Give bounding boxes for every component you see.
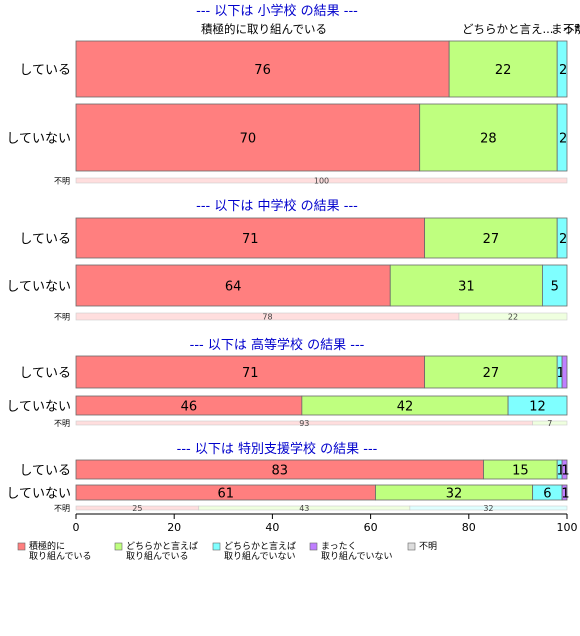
legend-swatch xyxy=(212,542,221,551)
x-tick-label: 60 xyxy=(364,521,378,534)
legend-label: 積極的に取り組んでいる xyxy=(29,540,92,562)
bar-segment xyxy=(419,103,558,172)
data-label: 83 xyxy=(271,464,288,479)
bar-segment xyxy=(556,103,568,172)
data-label: 2 xyxy=(559,132,567,147)
data-label: 71 xyxy=(242,366,259,381)
bar-segment xyxy=(556,40,568,98)
section-title: --- 以下は 高等学校 の結果 --- xyxy=(190,337,365,353)
legend-swatch xyxy=(407,542,416,551)
data-label: 2 xyxy=(559,232,567,247)
data-label: 70 xyxy=(240,132,257,147)
category-label: まった... xyxy=(551,22,580,36)
bar-segment xyxy=(542,264,568,307)
bar-segment xyxy=(389,264,543,307)
legend-label: まったく取り組んでいない xyxy=(321,541,393,562)
data-label: 7 xyxy=(547,419,552,428)
data-label: 31 xyxy=(458,280,475,295)
data-label: 22 xyxy=(508,313,518,322)
row-label: している xyxy=(19,232,71,247)
legend-swatch xyxy=(17,542,26,551)
x-tick-label: 80 xyxy=(462,521,476,534)
data-label: 2 xyxy=(559,63,567,78)
data-label: 64 xyxy=(225,280,242,295)
bar-segment xyxy=(75,217,426,259)
x-tick-label: 40 xyxy=(265,521,279,534)
data-label: 27 xyxy=(483,366,500,381)
data-label: 5 xyxy=(551,280,559,295)
data-label: 22 xyxy=(495,63,512,78)
legend-swatch xyxy=(309,542,318,551)
data-label: 78 xyxy=(262,313,272,322)
legend-label: どちらかと言えば取り組んでいる xyxy=(126,540,198,562)
x-tick-label: 20 xyxy=(167,521,181,534)
bar-segment xyxy=(75,355,426,389)
data-label: 32 xyxy=(446,487,463,502)
row-label: 不明 xyxy=(54,419,70,428)
data-label: 100 xyxy=(314,177,329,186)
data-label: 61 xyxy=(217,487,234,502)
row-label: 不明 xyxy=(54,313,70,322)
section-title: --- 以下は 小学校 の結果 --- xyxy=(196,3,358,19)
bar-segment xyxy=(424,355,558,389)
row-label: していない xyxy=(6,487,71,502)
bar-segment xyxy=(561,355,568,389)
data-label: 46 xyxy=(181,400,198,415)
bar-segment xyxy=(561,484,568,501)
section-title: --- 以下は 特別支援学校 の結果 --- xyxy=(177,441,378,457)
x-tick-label: 100 xyxy=(557,521,578,534)
row-label: 不明 xyxy=(54,177,70,186)
data-label: 1 xyxy=(561,464,569,479)
data-label: 27 xyxy=(483,232,500,247)
row-label: していない xyxy=(6,132,71,147)
data-label: 1 xyxy=(556,366,564,381)
bar-segment xyxy=(448,40,558,98)
data-label: 6 xyxy=(543,487,551,502)
row-label: していない xyxy=(6,280,71,295)
row-label: していない xyxy=(6,400,71,415)
legend-label: どちらかと言えば取り組んでいない xyxy=(224,540,296,562)
bar-segment xyxy=(556,217,568,259)
section-title: --- 以下は 中学校 の結果 --- xyxy=(196,198,358,214)
data-label: 76 xyxy=(254,63,271,78)
bar-segment xyxy=(409,505,568,511)
data-label: 71 xyxy=(242,232,259,247)
bar-segment xyxy=(75,264,391,307)
bar-segment xyxy=(561,459,568,480)
data-label: 15 xyxy=(512,464,529,479)
bar-segment xyxy=(75,40,450,98)
bar-segment xyxy=(75,177,568,184)
data-label: 1 xyxy=(556,464,564,479)
data-label: 43 xyxy=(299,504,309,513)
data-label: 25 xyxy=(132,504,142,513)
category-label: どちらかと言え... xyxy=(462,22,553,36)
legend-swatch xyxy=(114,542,123,551)
row-label: している xyxy=(19,63,71,78)
bar-segment xyxy=(424,217,558,259)
row-label: 不明 xyxy=(54,504,70,513)
bar-segment xyxy=(532,420,568,426)
bar-segment xyxy=(458,312,568,321)
bar-segment xyxy=(507,395,568,416)
data-label: 32 xyxy=(483,504,493,513)
x-tick-label: 0 xyxy=(73,521,80,534)
row-label: している xyxy=(19,464,71,479)
legend-label: 不明 xyxy=(419,541,437,552)
category-label: 不明 xyxy=(563,22,580,36)
row-label: している xyxy=(19,366,71,381)
category-label: 積極的に取り組んでいる xyxy=(201,22,327,36)
data-label: 42 xyxy=(397,400,414,415)
data-label: 12 xyxy=(529,400,546,415)
data-label: 93 xyxy=(299,419,309,428)
data-label: 1 xyxy=(561,487,569,502)
data-label: 28 xyxy=(480,132,497,147)
